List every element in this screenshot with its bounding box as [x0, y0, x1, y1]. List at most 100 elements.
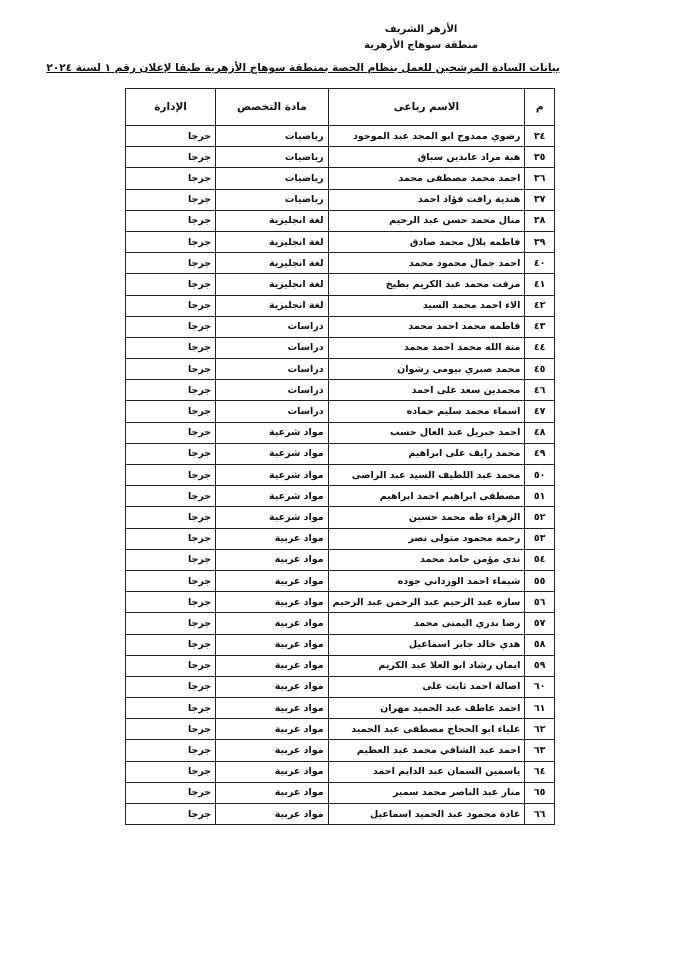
table-row: ٤٥ محمد صبري بيومى رشوان دراسات جرجا	[124, 358, 555, 381]
table-row: ٣٨ منال محمد حسن عبد الرحيم لغة انجليزية جر…	[124, 209, 555, 232]
number-cell: ٤٣	[524, 315, 555, 338]
number-cell: ٦٢	[524, 718, 555, 741]
full-name-cell: رحمه محمود متولى نصر	[327, 527, 526, 550]
full-name-cell: ايمان رشاد ابو العلا عبد الكريم	[327, 654, 526, 677]
administration-cell: جرجا	[124, 146, 217, 169]
table-row: ٥٢ الزهراء طه محمد حسين مواد شرعية جرجا	[124, 506, 555, 529]
full-name-cell: ندى مؤمن حامد محمد	[327, 548, 526, 571]
number-cell: ٦٣	[524, 739, 555, 762]
number-cell: ٦٦	[524, 802, 555, 826]
administration-cell: جرجا	[124, 294, 217, 317]
full-name-cell: منال محمد حسن عبد الرحيم	[327, 209, 526, 232]
full-name-cell: غادة محمود عبد الحميد اسماعيل	[327, 802, 526, 826]
number-cell: ٥٧	[524, 612, 555, 635]
subject-cell: دراسات	[215, 379, 329, 402]
administration-cell: جرجا	[124, 569, 217, 593]
subject-cell: لغة انجليزية	[215, 230, 329, 254]
subject-cell: دراسات	[215, 315, 329, 338]
subject-cell: مواد عربية	[215, 612, 329, 635]
full-name-cell: رضا بدري اليمنى محمد	[327, 612, 526, 635]
administration-cell: جرجا	[124, 612, 217, 635]
subject-cell: لغة انجليزية	[215, 252, 329, 275]
table-row: ٥٥ شيماء احمد الورداني جوده مواد عربية جرجا	[124, 569, 555, 593]
number-cell: ٥٣	[524, 527, 555, 550]
administration-cell: جرجا	[124, 336, 217, 360]
full-name-cell: محمد صبري بيومى رشوان	[327, 358, 526, 381]
table-row: ٣٥ هبة مراد عابدين سباق رياضيات جرجا	[124, 146, 555, 169]
administration-cell: جرجا	[124, 400, 217, 423]
table-row: ٤٠ احمد جمال محمود محمد لغة انجليزية جرجا	[124, 252, 555, 275]
number-cell: ٤٠	[524, 252, 555, 275]
administration-cell: جرجا	[124, 548, 217, 571]
organization: الأزهر الشريف منطقة سوهاج الأزهرية	[364, 22, 478, 54]
table-row: ٥١ مصطفى ابراهيم احمد ابراهيم مواد شرعية جر…	[124, 485, 555, 508]
subject-cell: لغة انجليزية	[215, 209, 329, 232]
administration-cell: جرجا	[124, 421, 217, 444]
full-name-cell: محمد عبد اللطيف السيد عبد الراضى	[327, 463, 526, 487]
administration-cell: جرجا	[124, 760, 217, 783]
number-cell: ٤٩	[524, 442, 555, 466]
administration-cell: جرجا	[124, 463, 217, 487]
table-row: ٦١ احمد عاطف عبد الحميد مهران مواد عربية جر…	[124, 697, 555, 720]
number-cell: ٣٩	[524, 230, 555, 254]
subject-cell: دراسات	[215, 336, 329, 360]
table-row: ٥٧ رضا بدري اليمنى محمد مواد عربية جرجا	[124, 612, 555, 635]
number-cell: ٣٤	[524, 124, 555, 148]
column-header: مادة التخصص	[215, 88, 329, 126]
column-header: الاسم رباعى	[327, 88, 526, 126]
number-cell: ٣٨	[524, 209, 555, 232]
subject-cell: مواد عربية	[215, 697, 329, 720]
administration-cell: جرجا	[124, 781, 217, 805]
column-header: الإدارة	[124, 88, 217, 126]
table-row: ٥٦ ساره عبد الرحيم عبد الرحمن عبد الرحيم م…	[124, 591, 555, 614]
full-name-cell: شيماء احمد الورداني جوده	[327, 569, 526, 593]
number-cell: ٤١	[524, 273, 555, 296]
subject-cell: مواد عربية	[215, 760, 329, 783]
table-row: ٥٤ ندى مؤمن حامد محمد مواد عربية جرجا	[124, 548, 555, 571]
full-name-cell: علياء ابو الحجاج مصطفى عبد الحميد	[327, 718, 526, 741]
administration-cell: جرجا	[124, 697, 217, 720]
full-name-cell: احمد جمال محمود محمد	[327, 252, 526, 275]
column-header: م	[524, 88, 555, 126]
subject-cell: مواد عربية	[215, 633, 329, 656]
subject-cell: مواد عربية	[215, 781, 329, 805]
administration-cell: جرجا	[124, 654, 217, 677]
subject-cell: دراسات	[215, 400, 329, 423]
table-row: ٥٩ ايمان رشاد ابو العلا عبد الكريم مواد عر…	[124, 654, 555, 677]
subject-cell: مواد عربية	[215, 548, 329, 571]
full-name-cell: هبة مراد عابدين سباق	[327, 146, 526, 169]
number-cell: ٥٦	[524, 591, 555, 614]
full-name-cell: الزهراء طه محمد حسين	[327, 506, 526, 529]
table-row: ٤٤ منة الله محمد احمد محمد دراسات جرجا	[124, 336, 555, 360]
number-cell: ٤٢	[524, 294, 555, 317]
number-cell: ٦٤	[524, 760, 555, 783]
number-cell: ٤٥	[524, 358, 555, 381]
number-cell: ٥٠	[524, 463, 555, 487]
full-name-cell: فاطمه محمد احمد محمد	[327, 315, 526, 338]
administration-cell: جرجا	[124, 802, 217, 826]
full-name-cell: منة الله محمد احمد محمد	[327, 336, 526, 360]
administration-cell: جرجا	[124, 591, 217, 614]
full-name-cell: احمد عاطف عبد الحميد مهران	[327, 697, 526, 720]
table-row: ٣٦ احمد محمد مصطفى محمد رياضيات جرجا	[124, 167, 555, 190]
subject-cell: مواد عربية	[215, 569, 329, 593]
header-row: م الاسم رباعى مادة التخصص الإدارة	[124, 88, 555, 126]
full-name-cell: فاطمه بلال محمد صادق	[327, 230, 526, 254]
full-name-cell: ياسمين السمان عبد الدايم احمد	[327, 760, 526, 783]
table-row: ٤١ مرفت محمد عبد الكريم بطيخ لغة انجليزية ج…	[124, 273, 555, 296]
table-row: ٦٠ اصالة احمد ثابت على مواد عربية جرجا	[124, 675, 555, 699]
number-cell: ٣٦	[524, 167, 555, 190]
number-cell: ٤٤	[524, 336, 555, 360]
number-cell: ٤٨	[524, 421, 555, 444]
table-row: ٤٨ احمد جبريل عبد العال حسب مواد شرعية جرجا	[124, 421, 555, 444]
table-row: ٥٠ محمد عبد اللطيف السيد عبد الراضى مواد ش…	[124, 463, 555, 487]
full-name-cell: رضوي ممدوح ابو المجد عبد الموجود	[327, 124, 526, 148]
full-name-cell: مصطفى ابراهيم احمد ابراهيم	[327, 485, 526, 508]
subject-cell: مواد شرعية	[215, 442, 329, 466]
administration-cell: جرجا	[124, 167, 217, 190]
table-row: ٥٣ رحمه محمود متولى نصر مواد عربية جرجا	[124, 527, 555, 550]
administration-cell: جرجا	[124, 485, 217, 508]
number-cell: ٥٤	[524, 548, 555, 571]
subject-cell: لغة انجليزية	[215, 294, 329, 317]
full-name-cell: الاء احمد محمد السيد	[327, 294, 526, 317]
